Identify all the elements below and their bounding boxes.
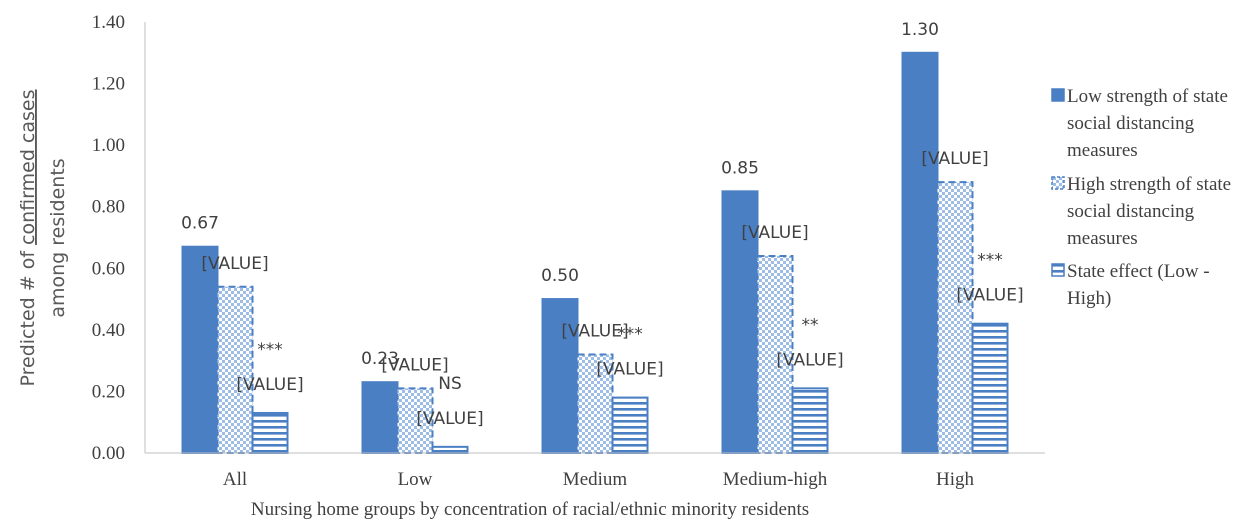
data-label: 0.67 — [181, 214, 219, 234]
significance-marker: NS — [438, 374, 462, 394]
data-label: 0.85 — [721, 158, 759, 178]
x-tick-label: High — [936, 469, 975, 490]
bar — [791, 387, 829, 455]
bars — [181, 51, 1009, 455]
bar — [936, 181, 974, 454]
legend-swatch — [1051, 176, 1065, 190]
bar — [721, 190, 759, 454]
data-label: [VALUE] — [776, 350, 843, 370]
x-axis: All Low Medium Medium-high High — [145, 452, 1045, 490]
y-tick-label: 1.20 — [92, 74, 125, 95]
data-label: [VALUE] — [956, 286, 1023, 306]
bar — [901, 51, 939, 455]
data-labels: 0.67[VALUE][VALUE]*** 0.23[VALUE][VALUE]N… — [181, 20, 1024, 429]
bar — [216, 285, 254, 454]
data-label: [VALUE] — [416, 409, 483, 429]
significance-marker: *** — [617, 325, 643, 345]
bar — [756, 254, 794, 454]
x-tick-label: Medium-high — [723, 469, 828, 490]
bar — [431, 445, 469, 455]
data-label: 0.50 — [541, 266, 579, 286]
y-tick-label: 0.00 — [92, 443, 125, 464]
data-label: 0.23 — [361, 349, 399, 369]
y-tick-label: 0.80 — [92, 197, 125, 218]
bar — [361, 381, 399, 455]
legend-label: High) — [1067, 288, 1111, 309]
y-axis-title-line2: among residents — [47, 158, 69, 317]
y-tick-label: 0.60 — [92, 258, 125, 279]
x-tick-label: Low — [398, 469, 433, 490]
data-label: [VALUE] — [201, 254, 268, 274]
data-label: [VALUE] — [741, 223, 808, 243]
x-axis-title: Nursing home groups by concentration of … — [251, 499, 809, 520]
y-axis: 0.00 0.20 0.40 0.60 0.80 1.00 1.20 1.40 — [92, 12, 146, 464]
y-axis-title: Predicted # of confirmed cases — [17, 90, 39, 387]
bar — [576, 353, 614, 454]
legend-label: Low strength of state — [1067, 86, 1228, 107]
data-label: [VALUE] — [381, 355, 448, 375]
data-label: [VALUE] — [236, 375, 303, 395]
y-tick-label: 1.40 — [92, 12, 125, 33]
bar — [251, 411, 289, 455]
x-tick-label: Medium — [563, 469, 628, 490]
legend-label: measures — [1067, 140, 1138, 161]
bar — [611, 396, 649, 455]
y-tick-label: 1.00 — [92, 135, 125, 156]
legend: Low strength of state social distancing me… — [1051, 86, 1231, 309]
significance-marker: *** — [977, 251, 1003, 271]
bar — [181, 245, 219, 454]
data-label: 1.30 — [901, 20, 939, 40]
y-tick-label: 0.40 — [92, 320, 125, 341]
significance-marker: ** — [802, 315, 819, 335]
legend-label: social distancing — [1067, 113, 1195, 134]
legend-label: social distancing — [1067, 201, 1195, 222]
legend-swatch — [1051, 263, 1065, 277]
data-label: [VALUE] — [561, 321, 628, 341]
legend-label: State effect (Low - — [1067, 261, 1210, 282]
significance-marker: *** — [257, 340, 283, 360]
legend-label: measures — [1067, 228, 1138, 249]
bar — [971, 322, 1009, 455]
x-tick-label: All — [223, 469, 247, 490]
bar — [396, 387, 434, 455]
data-label: [VALUE] — [921, 149, 988, 169]
data-label: [VALUE] — [596, 360, 663, 380]
legend-label: High strength of state — [1067, 174, 1231, 195]
legend-swatch — [1051, 88, 1065, 102]
y-tick-label: 0.20 — [92, 381, 125, 402]
